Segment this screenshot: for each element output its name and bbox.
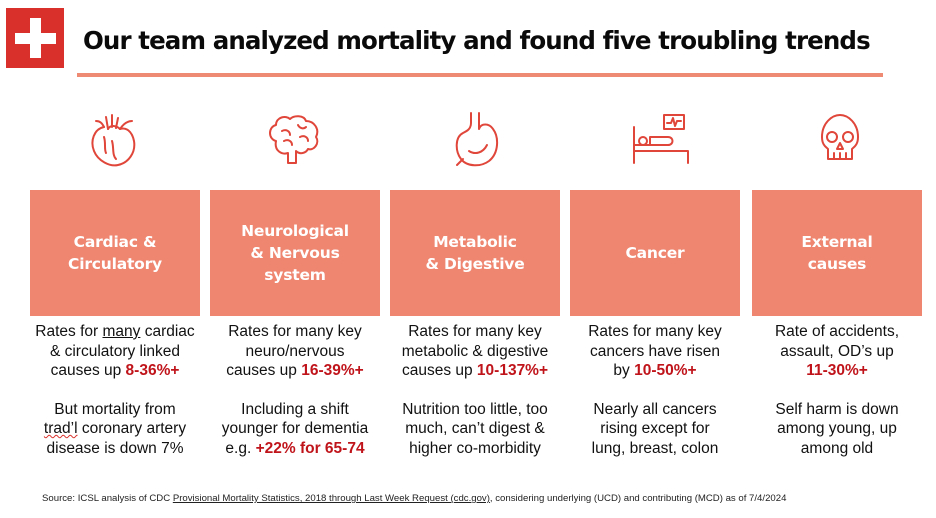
highlight-stat: +22% for 65-74	[255, 439, 365, 457]
rates-text: Rate of accidents,	[774, 323, 900, 340]
card-external: External causes	[752, 190, 922, 316]
desc-cancer: Rates for many key cancers have risen by…	[560, 322, 750, 458]
note-text: trad’l coronary artery	[43, 420, 187, 437]
note-text: But mortality from	[54, 400, 176, 418]
card-cancer: Cancer	[570, 190, 740, 316]
note-text: lung, breast, colon	[591, 439, 719, 457]
page-title: Our team analyzed mortality and found fi…	[83, 26, 871, 55]
rates-text: assault, OD’s up	[780, 342, 894, 360]
card-title: Neurological & Nervous system	[241, 222, 349, 284]
source-footnote: Source: ICSL analysis of CDC Provisional…	[42, 493, 787, 504]
highlight-stat: 11-30%+	[806, 362, 868, 379]
note-text: Nutrition too little, too	[402, 400, 548, 418]
desc-neurological: Rates for many key neuro/nervous causes …	[200, 322, 390, 458]
rates-text: Rates for many key	[588, 323, 722, 340]
note-text: among young, up	[777, 420, 897, 437]
red-cross-logo	[6, 8, 64, 68]
cross-horizontal-bar	[15, 33, 56, 44]
rates-text: Rates for many key	[408, 323, 542, 340]
note-text: rising except for	[600, 420, 710, 437]
rates-text: cancers have risen	[589, 342, 721, 360]
note-text: Self harm is down	[775, 400, 899, 418]
card-neurological: Neurological & Nervous system	[210, 190, 380, 316]
card-cardiac: Cardiac & Circulatory	[30, 190, 200, 316]
card-metabolic: Metabolic & Digestive	[390, 190, 560, 316]
heart-icon	[82, 107, 146, 171]
rates-text: causes up 8-36%+	[50, 362, 180, 379]
rates-text: causes up 10-137%+	[401, 362, 549, 379]
rates-text: by 10-50%+	[613, 362, 697, 379]
rates-text: Rates for many key	[228, 323, 362, 340]
card-title: Cardiac & Circulatory	[68, 233, 162, 273]
desc-metabolic: Rates for many key metabolic & digestive…	[380, 322, 570, 458]
card-title: Cancer	[625, 244, 685, 262]
note-text: among old	[800, 439, 874, 457]
rates-text: neuro/nervous	[245, 342, 345, 360]
desc-cardiac: Rates for many cardiac & circulatory lin…	[20, 322, 210, 458]
note-text: younger for dementia	[221, 420, 369, 437]
note-text: Nearly all cancers	[593, 400, 717, 418]
brain-icon	[262, 107, 326, 171]
rates-text: causes up 16-39%+	[226, 362, 364, 379]
card-title: External causes	[801, 233, 873, 273]
note-text: e.g. +22% for 65-74	[225, 439, 365, 457]
highlight-stat: 10-50%+	[634, 362, 697, 379]
rates-text: & circulatory linked	[49, 342, 181, 360]
note-text: much, can’t digest &	[405, 420, 545, 437]
note-text: Including a shift	[241, 400, 349, 418]
desc-external: Rate of accidents, assault, OD’s up 11-3…	[742, 322, 932, 458]
rates-text: Rates for many cardiac	[35, 323, 195, 340]
stomach-icon	[445, 107, 509, 171]
highlight-stat: 10-137%+	[476, 362, 549, 379]
highlight-stat: 16-39%+	[301, 362, 364, 379]
source-link[interactable]: Provisional Mortality Statistics, 2018 t…	[172, 493, 490, 504]
skull-icon	[808, 107, 872, 171]
hospital-bed-icon	[628, 107, 692, 171]
highlight-stat: 8-36%+	[125, 362, 180, 379]
title-divider	[77, 73, 883, 77]
card-title: Metabolic & Digestive	[425, 233, 525, 273]
note-text: higher co-morbidity	[409, 439, 541, 457]
note-text: disease is down 7%	[46, 439, 184, 457]
rates-text: metabolic & digestive	[401, 342, 549, 360]
rates-text: 11-30%+	[742, 361, 932, 381]
